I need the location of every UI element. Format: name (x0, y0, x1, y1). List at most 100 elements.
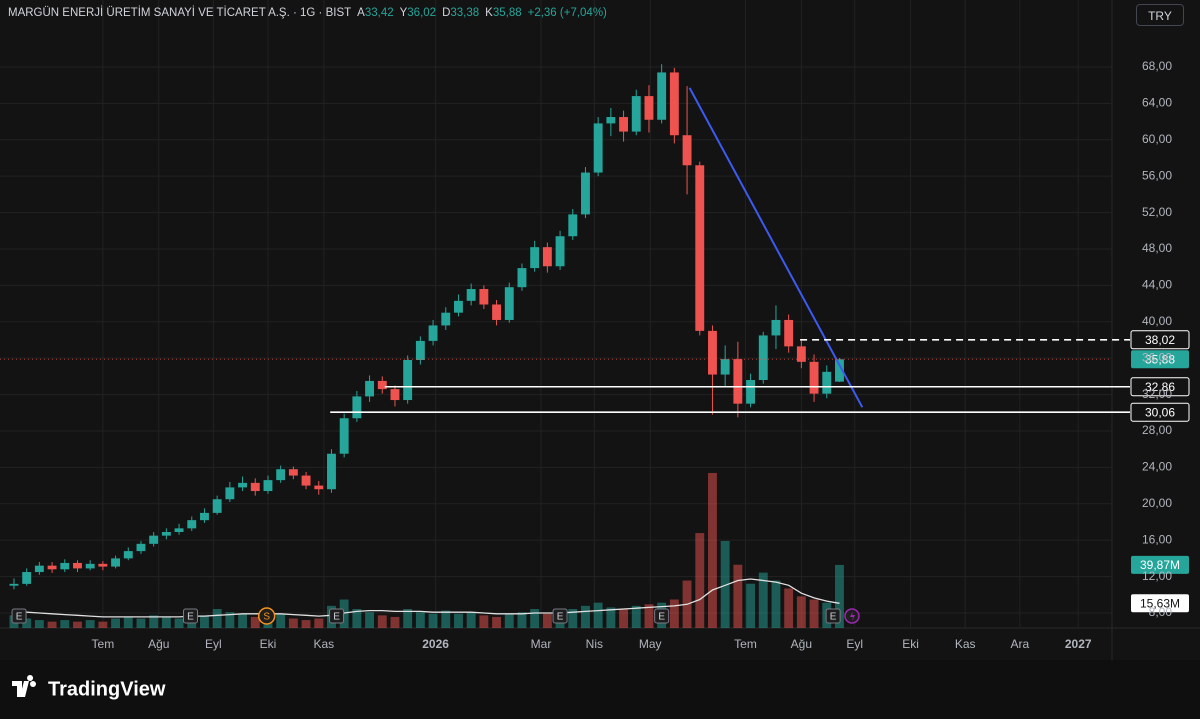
volume-bar (174, 618, 184, 628)
candle-body (644, 96, 654, 120)
volume-bar (466, 612, 476, 628)
candle-body (161, 531, 171, 536)
volume-bar (771, 580, 781, 628)
candle-body (504, 287, 514, 320)
ohlc-value: 35,88 (492, 7, 522, 19)
candle-body (682, 135, 692, 166)
candle-body (288, 469, 298, 476)
candle-body (606, 117, 616, 124)
price-change: +2,36 (+7,04%) (527, 7, 607, 19)
volume-ma-line (14, 578, 840, 618)
event-marker[interactable] (329, 608, 345, 624)
candle-body (555, 236, 565, 267)
candle-body (593, 123, 603, 173)
event-marker[interactable] (654, 608, 670, 624)
event-marker[interactable] (552, 608, 568, 624)
volume-bar (441, 610, 451, 628)
candle-body (542, 247, 552, 267)
legend-header: MARGÜN ENERJİ ÜRETİM SANAYİ VE TİCARET A… (8, 7, 607, 19)
candle-body (733, 359, 743, 404)
y-tick-label: 12,00 (1142, 569, 1172, 583)
event-marker[interactable] (11, 608, 27, 624)
candle-body (517, 268, 527, 288)
x-tick-label: 2027 (1065, 637, 1092, 651)
candle-body (492, 304, 502, 320)
ohlc-key: K (485, 7, 493, 19)
candle-body (479, 289, 489, 305)
candle-body (47, 565, 57, 570)
x-tick-label: Kas (314, 637, 335, 651)
candle-body (174, 528, 184, 532)
y-tick-label: 56,00 (1142, 168, 1172, 182)
volume-bar (123, 616, 133, 628)
volume-bar (746, 583, 756, 628)
candle-body (415, 340, 425, 361)
candle-body (250, 482, 260, 492)
last-price-label-bg (1131, 350, 1189, 369)
x-tick-label: Ağu (148, 637, 169, 651)
y-tick-label: 24,00 (1142, 460, 1172, 474)
candle-body (822, 371, 832, 394)
volume-bar (695, 533, 705, 628)
candle-body (530, 247, 540, 269)
y-tick-label: 28,00 (1142, 423, 1172, 437)
volume-bar (644, 604, 654, 628)
candle-body (339, 418, 349, 454)
volume-bar (288, 618, 298, 628)
event-marker[interactable] (257, 607, 276, 625)
volume-bar (428, 613, 438, 628)
price-line-label-bg (1130, 330, 1190, 350)
event-marker[interactable] (182, 608, 198, 624)
last-price-label: 35,88 (1145, 352, 1175, 366)
candle-body (390, 389, 400, 401)
y-tick-label: 16,00 (1142, 532, 1172, 546)
currency-button[interactable]: TRY (1136, 4, 1184, 26)
candle-body (771, 319, 781, 336)
candle-body (720, 359, 730, 375)
volume-bar (149, 615, 159, 628)
volume-bar (669, 599, 679, 628)
volume-bar (47, 621, 57, 628)
event-marker[interactable] (825, 608, 841, 624)
chart-background (0, 0, 1200, 660)
ohlc-key: A (357, 7, 365, 19)
volume-bar (809, 599, 819, 628)
brand-logo: TradingView (12, 675, 166, 700)
candle-body (835, 359, 844, 382)
volume-bar (339, 599, 349, 628)
volume-bar (111, 618, 121, 628)
volume-bar (73, 621, 82, 628)
candle-layer (9, 64, 844, 590)
x-tick-label: Kas (955, 637, 976, 651)
volume-bar (225, 612, 235, 628)
x-tick-label: Eyl (846, 637, 863, 651)
overlay-layer: 38,02 32,86 30,06 35,88 39,87M 15,63M E E S E E E E (0, 87, 1190, 625)
candle-body (708, 330, 717, 375)
volume-bar (530, 609, 540, 628)
volume-bar (758, 572, 768, 628)
volume-bar (212, 609, 222, 628)
candle-body (669, 72, 679, 136)
y-tick-label: 44,00 (1142, 278, 1172, 292)
volume-bar (34, 620, 44, 628)
candle-body (454, 300, 463, 313)
candle-body (60, 562, 70, 570)
volume-bar (60, 620, 70, 628)
candle-body (784, 319, 794, 347)
price-line-label: 38,02 (1145, 333, 1175, 347)
x-tick-label: 2026 (422, 637, 449, 651)
last-volume-label-bg (1131, 555, 1189, 574)
candle-body (34, 565, 44, 573)
ohlc-key: D (442, 7, 451, 19)
candle-body (352, 396, 362, 419)
candle-body (657, 72, 667, 120)
price-line-label: 30,06 (1145, 405, 1175, 419)
volume-bar (708, 472, 717, 628)
event-label: E (16, 612, 23, 623)
x-tick-label: Ara (1010, 637, 1029, 651)
volume-bar (720, 540, 730, 628)
volume-layer (9, 472, 844, 628)
ohlc-key: Y (399, 7, 408, 19)
volume-bar (619, 609, 629, 628)
volume-bar (403, 609, 413, 628)
